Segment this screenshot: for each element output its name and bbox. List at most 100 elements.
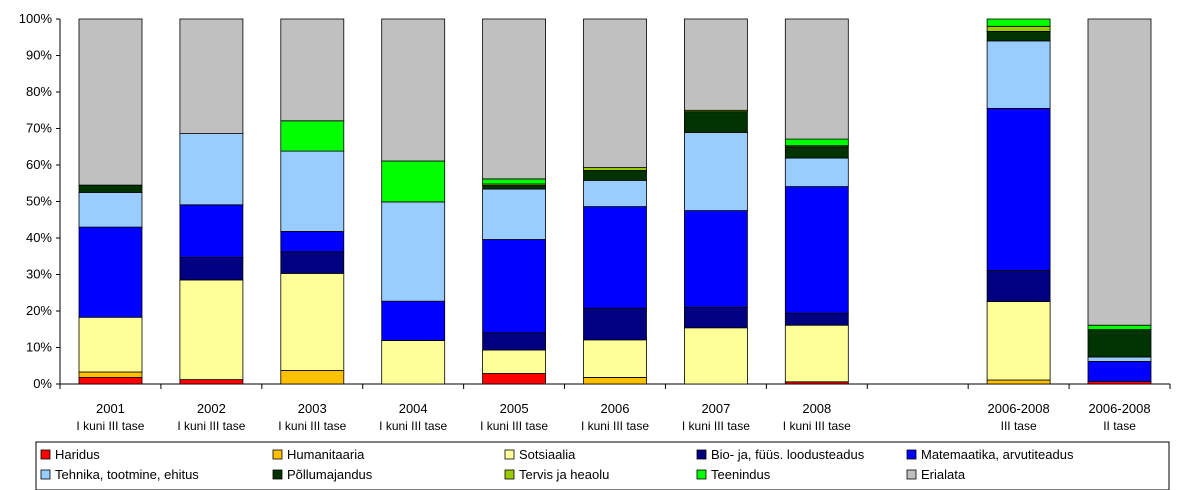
bar-segment: [381, 300, 446, 341]
x-tick-sublabel: I kuni III tase: [581, 419, 649, 433]
bar-segment: [986, 40, 1051, 109]
bar-segment: [784, 186, 849, 314]
bar-segment: [684, 18, 748, 111]
bar-segment: [684, 111, 748, 133]
legend: Haridus Humanitaaria Sotsiaalia Bio- ja, fü…: [35, 441, 1170, 490]
bar-segment: [583, 206, 647, 309]
y-tick-label: 50%: [26, 194, 52, 209]
bar-segment: [684, 327, 748, 385]
y-tick-label: 70%: [26, 121, 52, 136]
legend-label: Erialata: [921, 467, 966, 482]
bar-segment: [986, 25, 1051, 32]
bar-segment: [583, 170, 647, 181]
x-tick-sublabel: I kuni III tase: [682, 419, 750, 433]
bar-segment: [179, 18, 244, 134]
x-tick-label: 2007: [701, 401, 730, 416]
x-tick-sublabel: I kuni III tase: [480, 419, 548, 433]
legend-swatch: [272, 449, 283, 460]
bar-segment: [482, 349, 547, 374]
legend-label: Tervis ja heaolu: [519, 467, 609, 482]
legend-label: Bio- ja, füüs. loodusteadus: [711, 447, 865, 462]
bar-segment: [986, 301, 1051, 381]
x-tick-label: 2003: [298, 401, 327, 416]
bar-segment: [280, 18, 345, 122]
bar-segment: [784, 146, 849, 159]
y-tick-label: 40%: [26, 230, 52, 245]
bar-segment: [986, 108, 1051, 271]
legend-swatch: [504, 469, 515, 480]
bar-segment: [78, 371, 143, 378]
bar-segment: [179, 204, 244, 258]
legend-swatch: [696, 469, 707, 480]
legend-swatch: [504, 449, 515, 460]
legend-label: Sotsiaalia: [519, 447, 576, 462]
bar-segment: [381, 18, 446, 162]
bar-segment: [78, 18, 143, 186]
bar-segment: [986, 30, 1051, 42]
bar-segment: [1087, 360, 1152, 382]
bar-segment: [482, 188, 547, 240]
bar-segment: [583, 179, 647, 208]
bar-segment: [78, 226, 143, 318]
bar-segment: [784, 18, 849, 140]
bar-segment: [784, 138, 849, 147]
y-axis: 0% 10% 20% 30% 40% 50% 60% 70% 80% 90% 100%: [19, 11, 1171, 391]
bar-segment: [381, 340, 446, 385]
legend-swatch: [906, 449, 917, 460]
bar-segment: [280, 120, 345, 152]
x-tick-label: 2006-2008: [1088, 401, 1150, 416]
x-tick-sublabel: I kuni III tase: [76, 419, 144, 433]
x-tick-label: 2005: [500, 401, 529, 416]
legend-swatch: [906, 469, 917, 480]
bar-segment: [583, 167, 647, 171]
y-tick-label: 30%: [26, 267, 52, 282]
y-tick-label: 90%: [26, 48, 52, 63]
legend-label: Haridus: [55, 447, 100, 462]
legend-swatch: [272, 469, 283, 480]
bar-segment: [583, 307, 647, 341]
legend-label: Põllumajandus: [287, 467, 373, 482]
y-tick-label: 100%: [19, 11, 53, 26]
bar-segment: [1087, 329, 1152, 358]
bar-segment: [1087, 324, 1152, 331]
bar-segment: [986, 18, 1051, 27]
bar-segment: [784, 324, 849, 383]
bar-segment: [280, 150, 345, 232]
y-tick-label: 10%: [26, 340, 52, 355]
legend-label: Humanitaaria: [287, 447, 365, 462]
bar-segment: [280, 230, 345, 253]
x-tick-sublabel: II tase: [1103, 419, 1136, 433]
legend-box: [35, 441, 1170, 490]
y-tick-label: 80%: [26, 84, 52, 99]
bar-segment: [482, 372, 547, 385]
bar-segment: [78, 191, 143, 228]
bar-segment: [583, 18, 647, 169]
bar-segment: [986, 379, 1051, 385]
bar-segment: [684, 210, 748, 308]
legend-label: Matemaatika, arvutiteadus: [921, 447, 1074, 462]
bar-segment: [784, 157, 849, 188]
bar-segment: [784, 312, 849, 326]
legend-label: Tehnika, tootmine, ehitus: [55, 467, 199, 482]
bar-segment: [381, 160, 446, 203]
bar-segment: [280, 370, 345, 385]
bar-segment: [179, 379, 244, 385]
legend-swatch: [696, 449, 707, 460]
x-tick-label: 2008: [802, 401, 831, 416]
bar-segment: [684, 132, 748, 211]
bar-segment: [78, 184, 143, 193]
bar-segment: [179, 279, 244, 380]
y-tick-label: 60%: [26, 157, 52, 172]
x-tick-sublabel: I kuni III tase: [783, 419, 851, 433]
x-tick-sublabel: I kuni III tase: [278, 419, 346, 433]
bar-segment: [482, 239, 547, 334]
bar-segment: [78, 316, 143, 373]
bar-segment: [482, 18, 547, 180]
bar-segment: [280, 251, 345, 274]
bar-segment: [381, 201, 446, 302]
y-tick-label: 20%: [26, 303, 52, 318]
bar-segment: [986, 270, 1051, 302]
bar-segment: [583, 339, 647, 378]
bar-segment: [482, 332, 547, 351]
